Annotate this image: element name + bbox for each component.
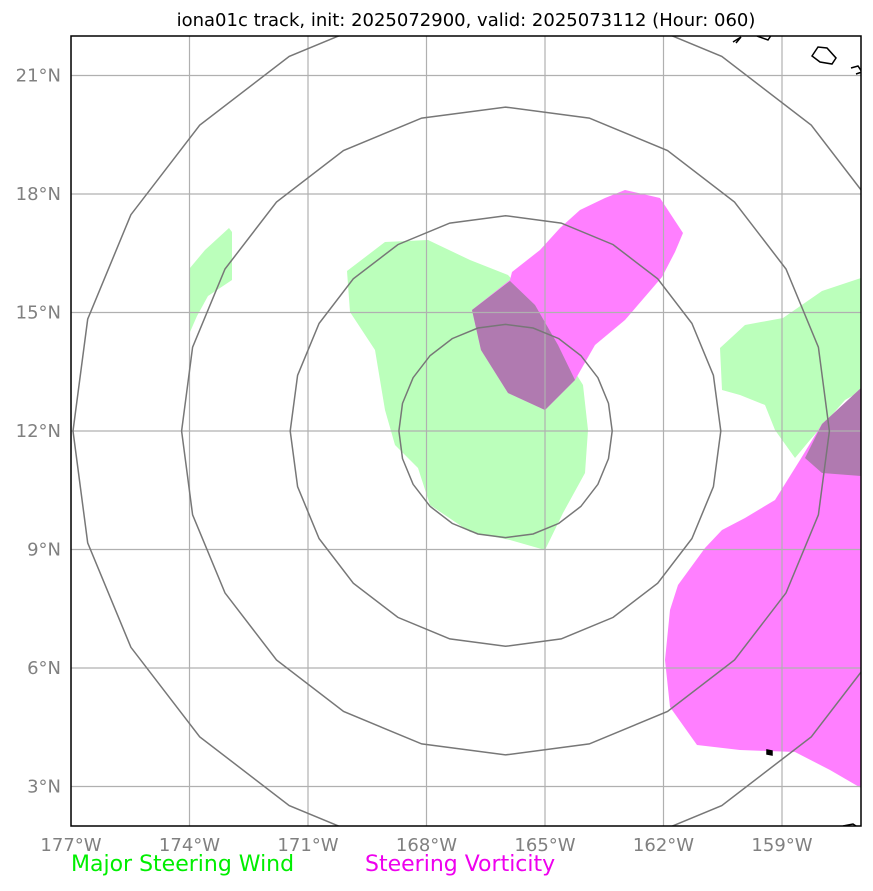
overlap-regions <box>472 281 861 476</box>
latitude-label: 9°N <box>27 540 61 561</box>
overlap-region-east <box>805 388 861 476</box>
coastline-islet-north <box>756 36 772 41</box>
longitude-label: 171°W <box>277 835 338 856</box>
longitude-label: 177°W <box>40 835 101 856</box>
latitude-tick-labels: 21°N 18°N 15°N 12°N 9°N 6°N 3°N <box>16 66 61 798</box>
range-ring <box>72 36 861 826</box>
longitude-tick-labels: 177°W 174°W 171°W 168°W 165°W 162°W 159°W <box>40 835 812 856</box>
gridlines <box>71 36 861 826</box>
latitude-label: 21°N <box>16 66 61 87</box>
range-ring <box>180 106 831 756</box>
coastline-oahu <box>850 65 861 75</box>
steering-wind-region-east <box>720 278 861 458</box>
steering-vorticity-region-southeast <box>665 388 861 788</box>
plot-frame <box>70 35 862 827</box>
coastline-kauai <box>810 46 837 65</box>
longitude-label: 162°W <box>633 835 694 856</box>
longitude-label: 168°W <box>396 835 457 856</box>
overlap-region-center <box>472 281 575 410</box>
map-title: iona01c track, init: 2025072900, valid: … <box>177 10 756 31</box>
legend-vorticity: Steering Vorticity <box>365 852 556 877</box>
latitude-label: 3°N <box>27 777 61 798</box>
latitude-label: 6°N <box>27 658 61 679</box>
range-rings <box>72 36 861 826</box>
legend-wind: Major Steering Wind <box>71 852 295 877</box>
coastline-islet-south <box>766 749 773 756</box>
latitude-label: 12°N <box>16 421 61 442</box>
longitude-label: 159°W <box>751 835 812 856</box>
steering-wind-region-west <box>190 228 232 332</box>
longitude-label: 165°W <box>514 835 575 856</box>
longitude-label: 174°W <box>159 835 220 856</box>
coastline-niihau <box>732 36 742 44</box>
latitude-label: 18°N <box>16 184 61 205</box>
coastlines <box>732 36 861 826</box>
range-ring <box>289 214 722 648</box>
range-ring <box>398 323 613 539</box>
latitude-label: 15°N <box>16 303 61 324</box>
